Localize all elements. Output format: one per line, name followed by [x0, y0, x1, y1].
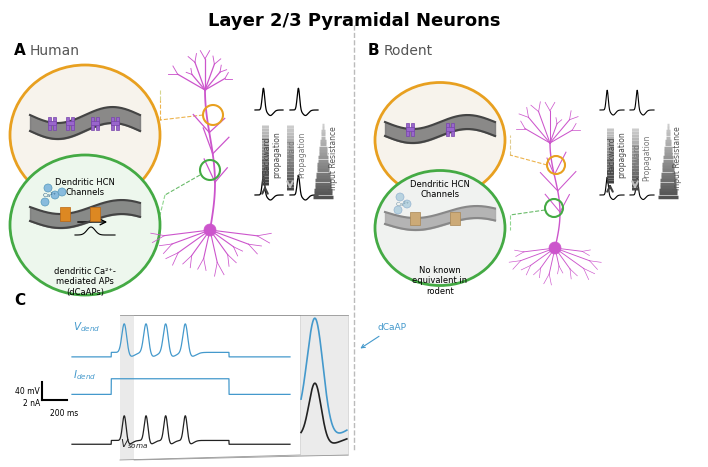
Bar: [91, 121, 99, 125]
Circle shape: [44, 184, 52, 192]
Text: A: A: [14, 43, 25, 58]
Bar: [110, 116, 114, 129]
Bar: [90, 207, 100, 221]
Text: dendritic Ca²⁺-
mediated APs
(dCaAPs): dendritic Ca²⁺- mediated APs (dCaAPs): [54, 267, 116, 297]
Bar: [450, 212, 460, 225]
Text: Dendritic HCN
Channels: Dendritic HCN Channels: [410, 180, 470, 199]
Bar: [72, 116, 74, 129]
Text: C: C: [14, 293, 25, 308]
Circle shape: [549, 242, 561, 254]
Bar: [446, 127, 454, 131]
Bar: [410, 212, 420, 225]
Bar: [91, 116, 93, 129]
Text: dCaAP: dCaAP: [361, 323, 407, 348]
Text: $I_{dend}$: $I_{dend}$: [73, 368, 96, 382]
Text: Backward
propagation: Backward propagation: [262, 132, 282, 178]
Text: Input Resistance: Input Resistance: [673, 126, 683, 190]
Text: Input Resistance: Input Resistance: [329, 126, 338, 190]
Ellipse shape: [375, 170, 505, 285]
Circle shape: [41, 198, 49, 206]
Bar: [60, 207, 70, 221]
Text: Rodent: Rodent: [384, 44, 433, 58]
Text: Dendritic HCN
Channels: Dendritic HCN Channels: [55, 178, 115, 198]
Bar: [48, 121, 56, 125]
Bar: [66, 121, 74, 125]
Ellipse shape: [375, 83, 505, 198]
Bar: [300, 315, 348, 455]
Circle shape: [51, 191, 59, 199]
Bar: [111, 121, 119, 125]
Bar: [452, 122, 455, 135]
Ellipse shape: [10, 155, 160, 295]
Text: Layer 2/3 Pyramidal Neurons: Layer 2/3 Pyramidal Neurons: [207, 12, 501, 30]
Text: Ca²⁺: Ca²⁺: [396, 202, 410, 207]
Circle shape: [403, 200, 411, 208]
Text: $V_{dend}$: $V_{dend}$: [73, 320, 101, 334]
Bar: [53, 116, 56, 129]
Circle shape: [204, 224, 216, 236]
Circle shape: [396, 193, 404, 201]
Bar: [120, 315, 134, 460]
Text: No known
equivalent in
rodent: No known equivalent in rodent: [413, 266, 467, 296]
Circle shape: [58, 188, 66, 196]
Bar: [47, 116, 51, 129]
Text: Human: Human: [30, 44, 80, 58]
Bar: [116, 116, 119, 129]
Text: Backward
propagation: Backward propagation: [607, 132, 627, 178]
Bar: [446, 122, 449, 135]
Bar: [406, 127, 414, 131]
Text: 2 nA: 2 nA: [23, 398, 40, 408]
Text: Ca²⁺: Ca²⁺: [43, 193, 57, 198]
Ellipse shape: [10, 65, 160, 205]
Text: Forward
Propagation: Forward Propagation: [287, 132, 307, 178]
Text: 40 mV: 40 mV: [16, 387, 40, 396]
Bar: [406, 122, 409, 135]
Text: $V_{soma}$: $V_{soma}$: [120, 437, 149, 451]
Text: 200 ms: 200 ms: [50, 409, 79, 418]
Text: Forward
Propagation: Forward Propagation: [632, 135, 651, 181]
Bar: [411, 122, 414, 135]
Circle shape: [394, 206, 402, 214]
Text: B: B: [368, 43, 379, 58]
Bar: [66, 116, 69, 129]
Bar: [96, 116, 99, 129]
